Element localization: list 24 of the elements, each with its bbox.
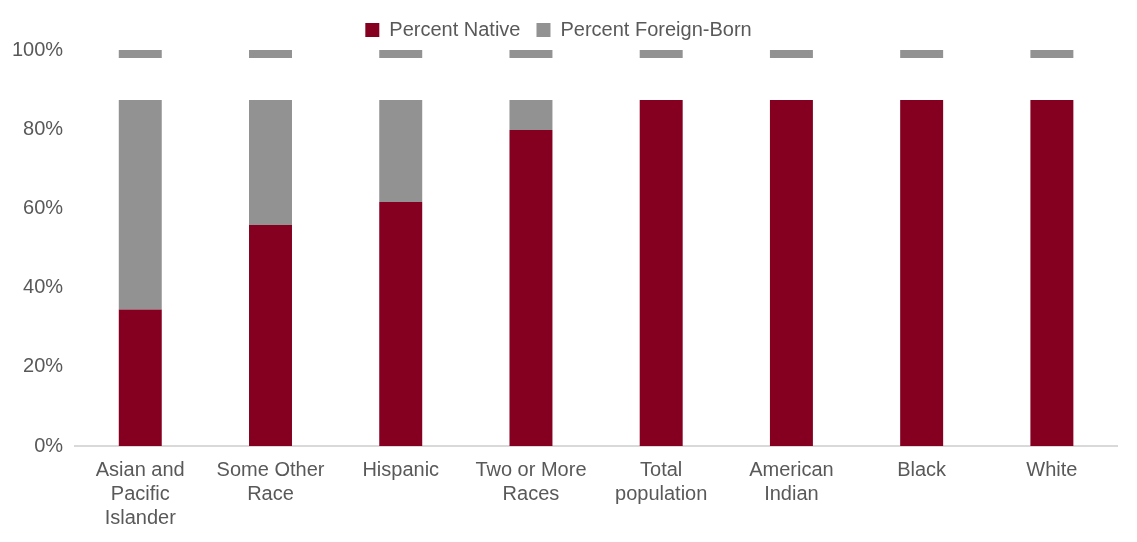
x-tick-label: Two or More Races <box>475 457 587 504</box>
bar <box>379 202 423 446</box>
y-tick-label: 100% <box>12 37 64 60</box>
x-tick-label: American Indian <box>749 457 834 504</box>
bar <box>118 309 162 446</box>
bar <box>1030 99 1074 446</box>
y-tick-label: 40% <box>23 275 64 298</box>
y-tick-label: 0% <box>34 433 64 456</box>
bar <box>509 129 553 446</box>
bar <box>249 225 292 446</box>
x-tick-label: Black <box>897 457 948 480</box>
x-tick-label: Asian and Pacific Islander <box>95 457 185 528</box>
x-tick-label: Some Other Race <box>216 457 325 504</box>
bar <box>900 99 944 446</box>
legend-label: Percent Foreign-Born <box>560 17 752 40</box>
x-tick-label: White <box>1026 457 1078 480</box>
y-tick-label: 80% <box>23 116 64 139</box>
legend-label: Percent Native <box>389 17 521 40</box>
y-tick-label: 20% <box>23 354 64 377</box>
x-tick-label: Hispanic <box>362 457 440 480</box>
y-tick-label: 60% <box>23 195 64 218</box>
bar <box>639 99 683 446</box>
x-tick-label: Total population <box>615 457 708 504</box>
bar <box>769 99 813 446</box>
